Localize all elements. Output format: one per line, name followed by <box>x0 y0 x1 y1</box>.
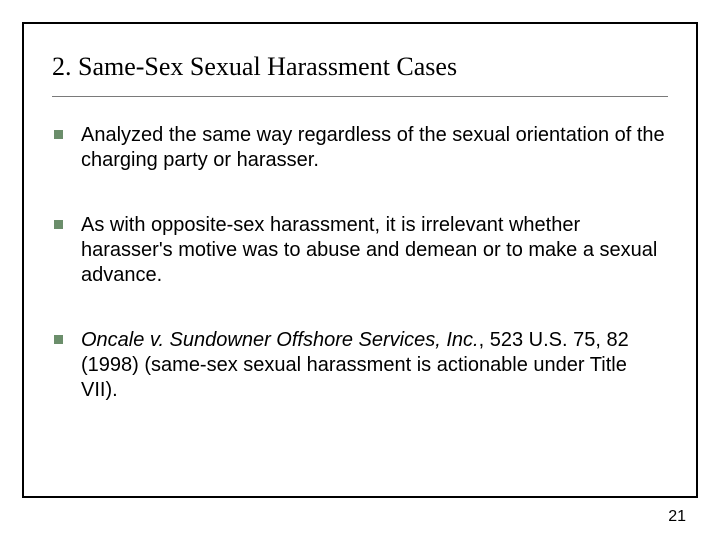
slide-title: 2. Same-Sex Sexual Harassment Cases <box>52 52 668 82</box>
case-citation: Oncale v. Sundowner Offshore Services, I… <box>81 329 479 351</box>
bullet-text: Oncale v. Sundowner Offshore Services, I… <box>81 328 668 403</box>
bullet-text: Analyzed the same way regardless of the … <box>81 123 668 173</box>
bullet-text: As with opposite-sex harassment, it is i… <box>81 213 668 288</box>
square-bullet-icon <box>54 335 63 344</box>
bullet-list: Analyzed the same way regardless of the … <box>52 123 668 403</box>
list-item: As with opposite-sex harassment, it is i… <box>52 213 668 288</box>
list-item: Oncale v. Sundowner Offshore Services, I… <box>52 328 668 403</box>
slide-frame: 2. Same-Sex Sexual Harassment Cases Anal… <box>22 22 698 498</box>
square-bullet-icon <box>54 220 63 229</box>
list-item: Analyzed the same way regardless of the … <box>52 123 668 173</box>
square-bullet-icon <box>54 130 63 139</box>
page-number: 21 <box>668 508 686 526</box>
title-divider <box>52 96 668 97</box>
